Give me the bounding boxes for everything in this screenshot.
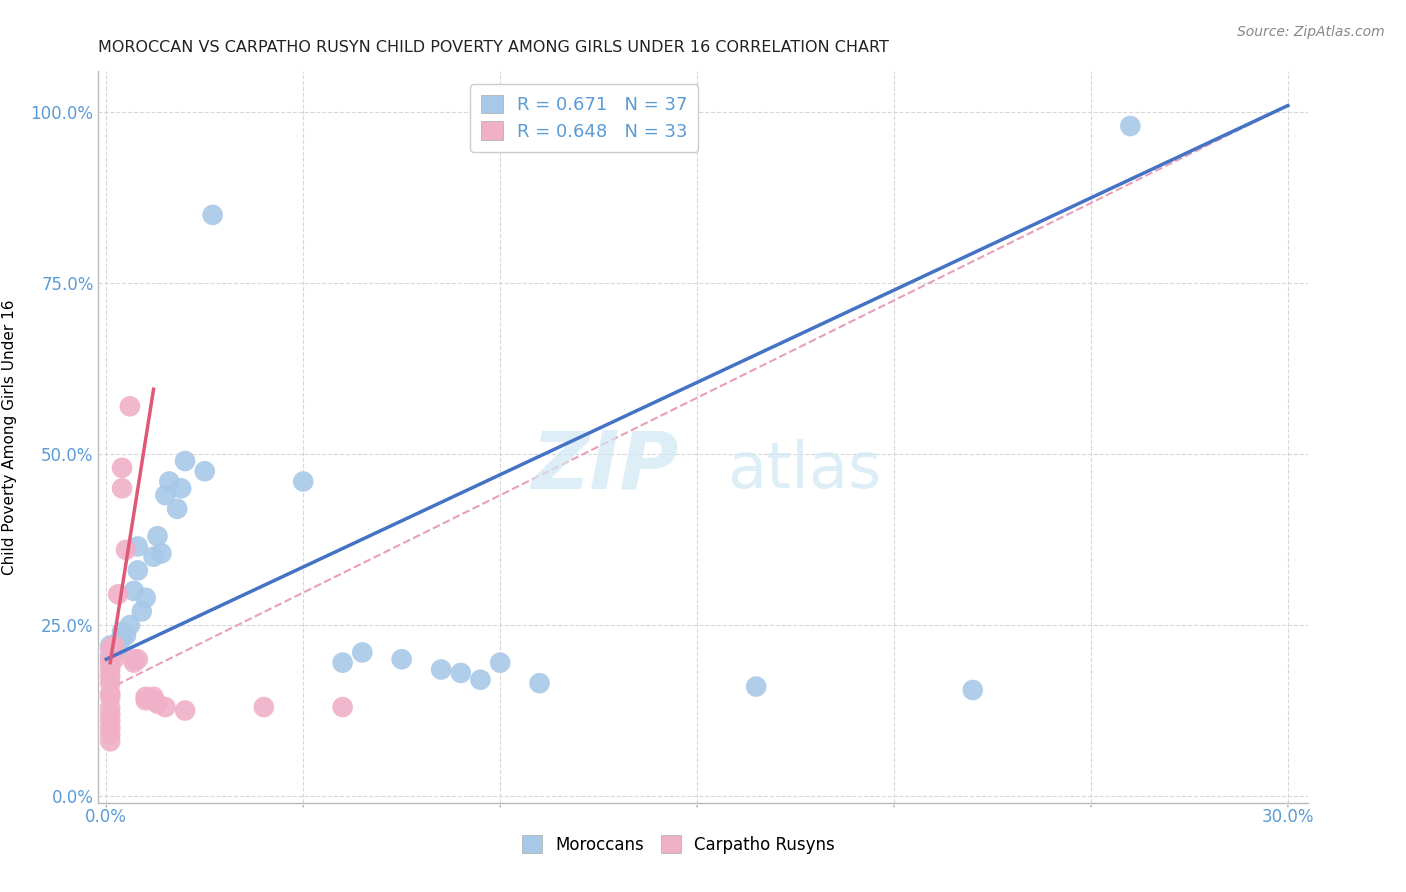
Text: MOROCCAN VS CARPATHO RUSYN CHILD POVERTY AMONG GIRLS UNDER 16 CORRELATION CHART: MOROCCAN VS CARPATHO RUSYN CHILD POVERTY… xyxy=(98,40,890,55)
Point xyxy=(135,693,157,707)
Y-axis label: Child Poverty Among Girls Under 16: Child Poverty Among Girls Under 16 xyxy=(1,300,17,574)
Point xyxy=(150,546,173,560)
Point xyxy=(529,676,551,690)
Point xyxy=(98,700,121,714)
Point xyxy=(170,481,193,495)
Point xyxy=(122,652,145,666)
Point xyxy=(201,208,224,222)
Point xyxy=(489,656,512,670)
Point xyxy=(332,700,354,714)
Point xyxy=(98,734,121,748)
Point xyxy=(142,549,165,564)
Point xyxy=(135,690,157,704)
Point xyxy=(111,481,134,495)
Point xyxy=(146,529,169,543)
Text: ZIP: ZIP xyxy=(531,427,679,506)
Point xyxy=(127,563,149,577)
Point xyxy=(142,690,165,704)
Point xyxy=(174,454,197,468)
Text: atlas: atlas xyxy=(727,439,882,501)
Point xyxy=(98,721,121,735)
Point xyxy=(146,697,169,711)
Point xyxy=(98,706,121,721)
Point xyxy=(391,652,413,666)
Point xyxy=(253,700,276,714)
Point xyxy=(127,540,149,554)
Point xyxy=(103,645,125,659)
Point xyxy=(98,648,121,663)
Point xyxy=(174,704,197,718)
Point xyxy=(470,673,492,687)
Point xyxy=(98,642,121,657)
Point xyxy=(155,700,177,714)
Point xyxy=(107,642,129,657)
Point xyxy=(745,680,768,694)
Point xyxy=(98,639,121,653)
Point xyxy=(450,665,472,680)
Text: Source: ZipAtlas.com: Source: ZipAtlas.com xyxy=(1237,25,1385,39)
Point xyxy=(98,690,121,704)
Point xyxy=(194,464,217,478)
Point xyxy=(111,624,134,639)
Point xyxy=(142,693,165,707)
Point xyxy=(111,460,134,475)
Point xyxy=(122,583,145,598)
Legend: Moroccans, Carpatho Rusyns: Moroccans, Carpatho Rusyns xyxy=(516,829,842,860)
Point xyxy=(155,488,177,502)
Point xyxy=(98,656,121,670)
Point xyxy=(103,642,125,657)
Point xyxy=(166,501,188,516)
Point xyxy=(157,475,180,489)
Point xyxy=(98,652,121,666)
Point xyxy=(98,727,121,741)
Point xyxy=(118,400,141,414)
Point xyxy=(962,683,984,698)
Point xyxy=(103,639,125,653)
Point xyxy=(115,628,138,642)
Point xyxy=(111,632,134,646)
Point xyxy=(135,591,157,605)
Point xyxy=(98,676,121,690)
Point xyxy=(430,663,453,677)
Point xyxy=(107,587,129,601)
Point xyxy=(107,635,129,649)
Point xyxy=(332,656,354,670)
Point xyxy=(292,475,315,489)
Point xyxy=(115,542,138,557)
Point xyxy=(118,618,141,632)
Point xyxy=(98,669,121,683)
Point xyxy=(98,663,121,677)
Point xyxy=(98,714,121,728)
Point xyxy=(103,652,125,666)
Point xyxy=(1119,119,1142,133)
Point xyxy=(98,686,121,700)
Point xyxy=(131,604,153,618)
Point xyxy=(127,652,149,666)
Point xyxy=(352,645,374,659)
Point xyxy=(122,656,145,670)
